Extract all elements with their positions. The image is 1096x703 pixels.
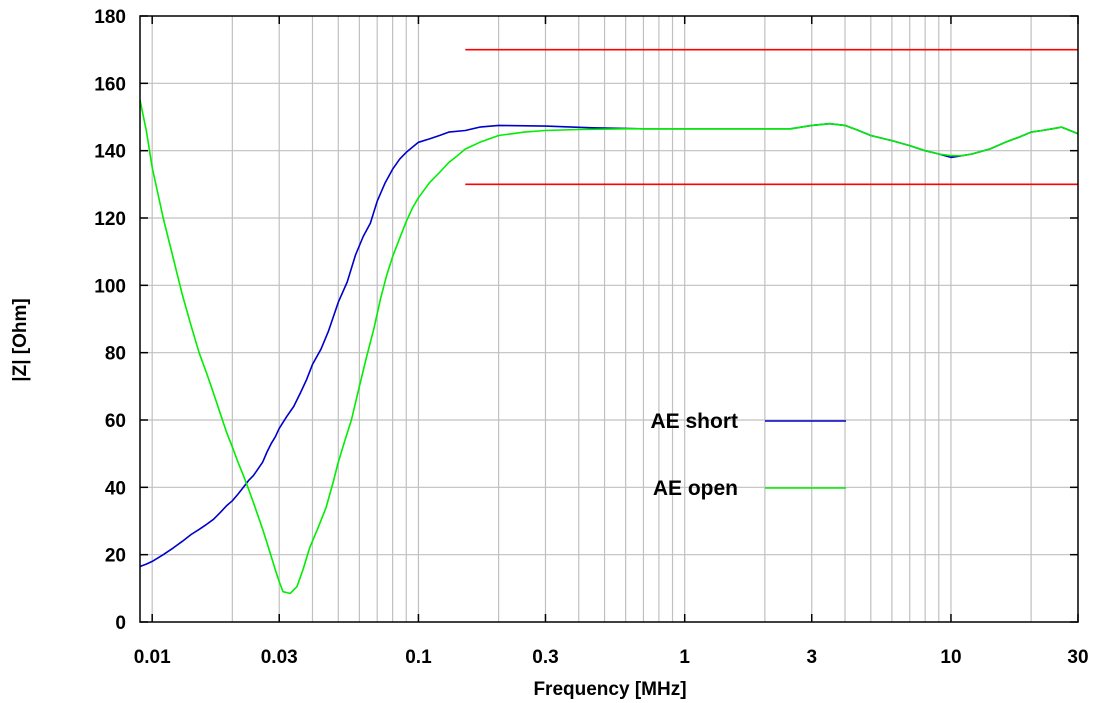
legend: AE short AE open bbox=[650, 410, 846, 500]
tick-marks bbox=[140, 15, 1079, 623]
x-tick-label: 0.01 bbox=[134, 647, 171, 668]
y-tick-labels: 0 20 40 60 80 100 120 140 160 180 bbox=[94, 7, 126, 634]
y-tick-label: 100 bbox=[94, 276, 126, 297]
plot-frame bbox=[139, 15, 1079, 623]
x-tick-label: 1 bbox=[679, 647, 690, 668]
x-tick-label: 0.1 bbox=[405, 647, 432, 668]
x-tick-label: 3 bbox=[806, 647, 817, 668]
series-line-ae-open bbox=[139, 100, 1079, 595]
y-tick-label: 60 bbox=[105, 411, 126, 432]
x-tick-label: 0.03 bbox=[261, 647, 298, 668]
legend-label: AE open bbox=[653, 477, 738, 500]
y-tick-label: 40 bbox=[105, 478, 126, 499]
legend-label: AE short bbox=[650, 410, 738, 433]
y-axis-label: |Z| [Ohm] bbox=[10, 298, 31, 381]
grid bbox=[140, 16, 1078, 622]
x-tick-label: 10 bbox=[940, 647, 961, 668]
y-tick-label: 20 bbox=[105, 546, 126, 567]
y-tick-label: 80 bbox=[105, 344, 126, 365]
y-tick-label: 140 bbox=[94, 142, 126, 163]
x-tick-label: 0.3 bbox=[532, 647, 558, 668]
y-tick-label: 160 bbox=[94, 74, 126, 95]
x-tick-labels: 0.01 0.03 0.1 0.3 1 3 10 30 bbox=[134, 647, 1089, 668]
x-tick-label: 30 bbox=[1067, 647, 1088, 668]
y-tick-label: 120 bbox=[94, 209, 126, 230]
y-tick-label: 180 bbox=[94, 7, 126, 28]
x-axis-label: Frequency [MHz] bbox=[533, 679, 686, 700]
series-lines bbox=[139, 48, 1079, 595]
y-tick-label: 0 bbox=[115, 613, 126, 634]
